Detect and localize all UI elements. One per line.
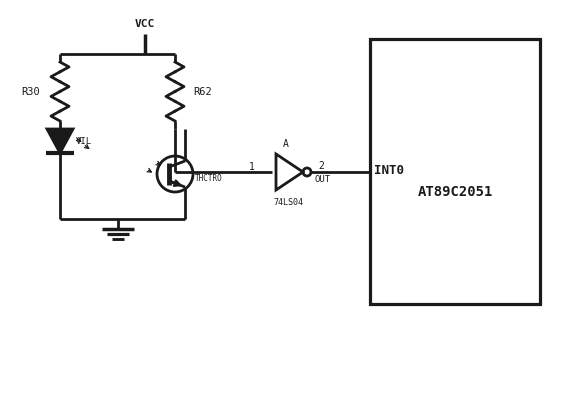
Text: OUT: OUT bbox=[315, 175, 331, 184]
Bar bbox=[370, 39, 540, 304]
Text: 1: 1 bbox=[249, 162, 255, 172]
Text: A: A bbox=[283, 139, 289, 149]
Text: AT89C2051: AT89C2051 bbox=[418, 184, 492, 199]
Text: THCTRO: THCTRO bbox=[195, 173, 223, 182]
Text: INT0: INT0 bbox=[374, 164, 404, 177]
Text: R30: R30 bbox=[21, 87, 40, 97]
Polygon shape bbox=[47, 129, 73, 153]
Text: R62: R62 bbox=[193, 87, 212, 97]
Text: VIL: VIL bbox=[76, 136, 92, 145]
Text: VCC: VCC bbox=[135, 19, 155, 29]
Text: 2: 2 bbox=[318, 161, 324, 171]
Text: 74LS04: 74LS04 bbox=[273, 198, 303, 207]
